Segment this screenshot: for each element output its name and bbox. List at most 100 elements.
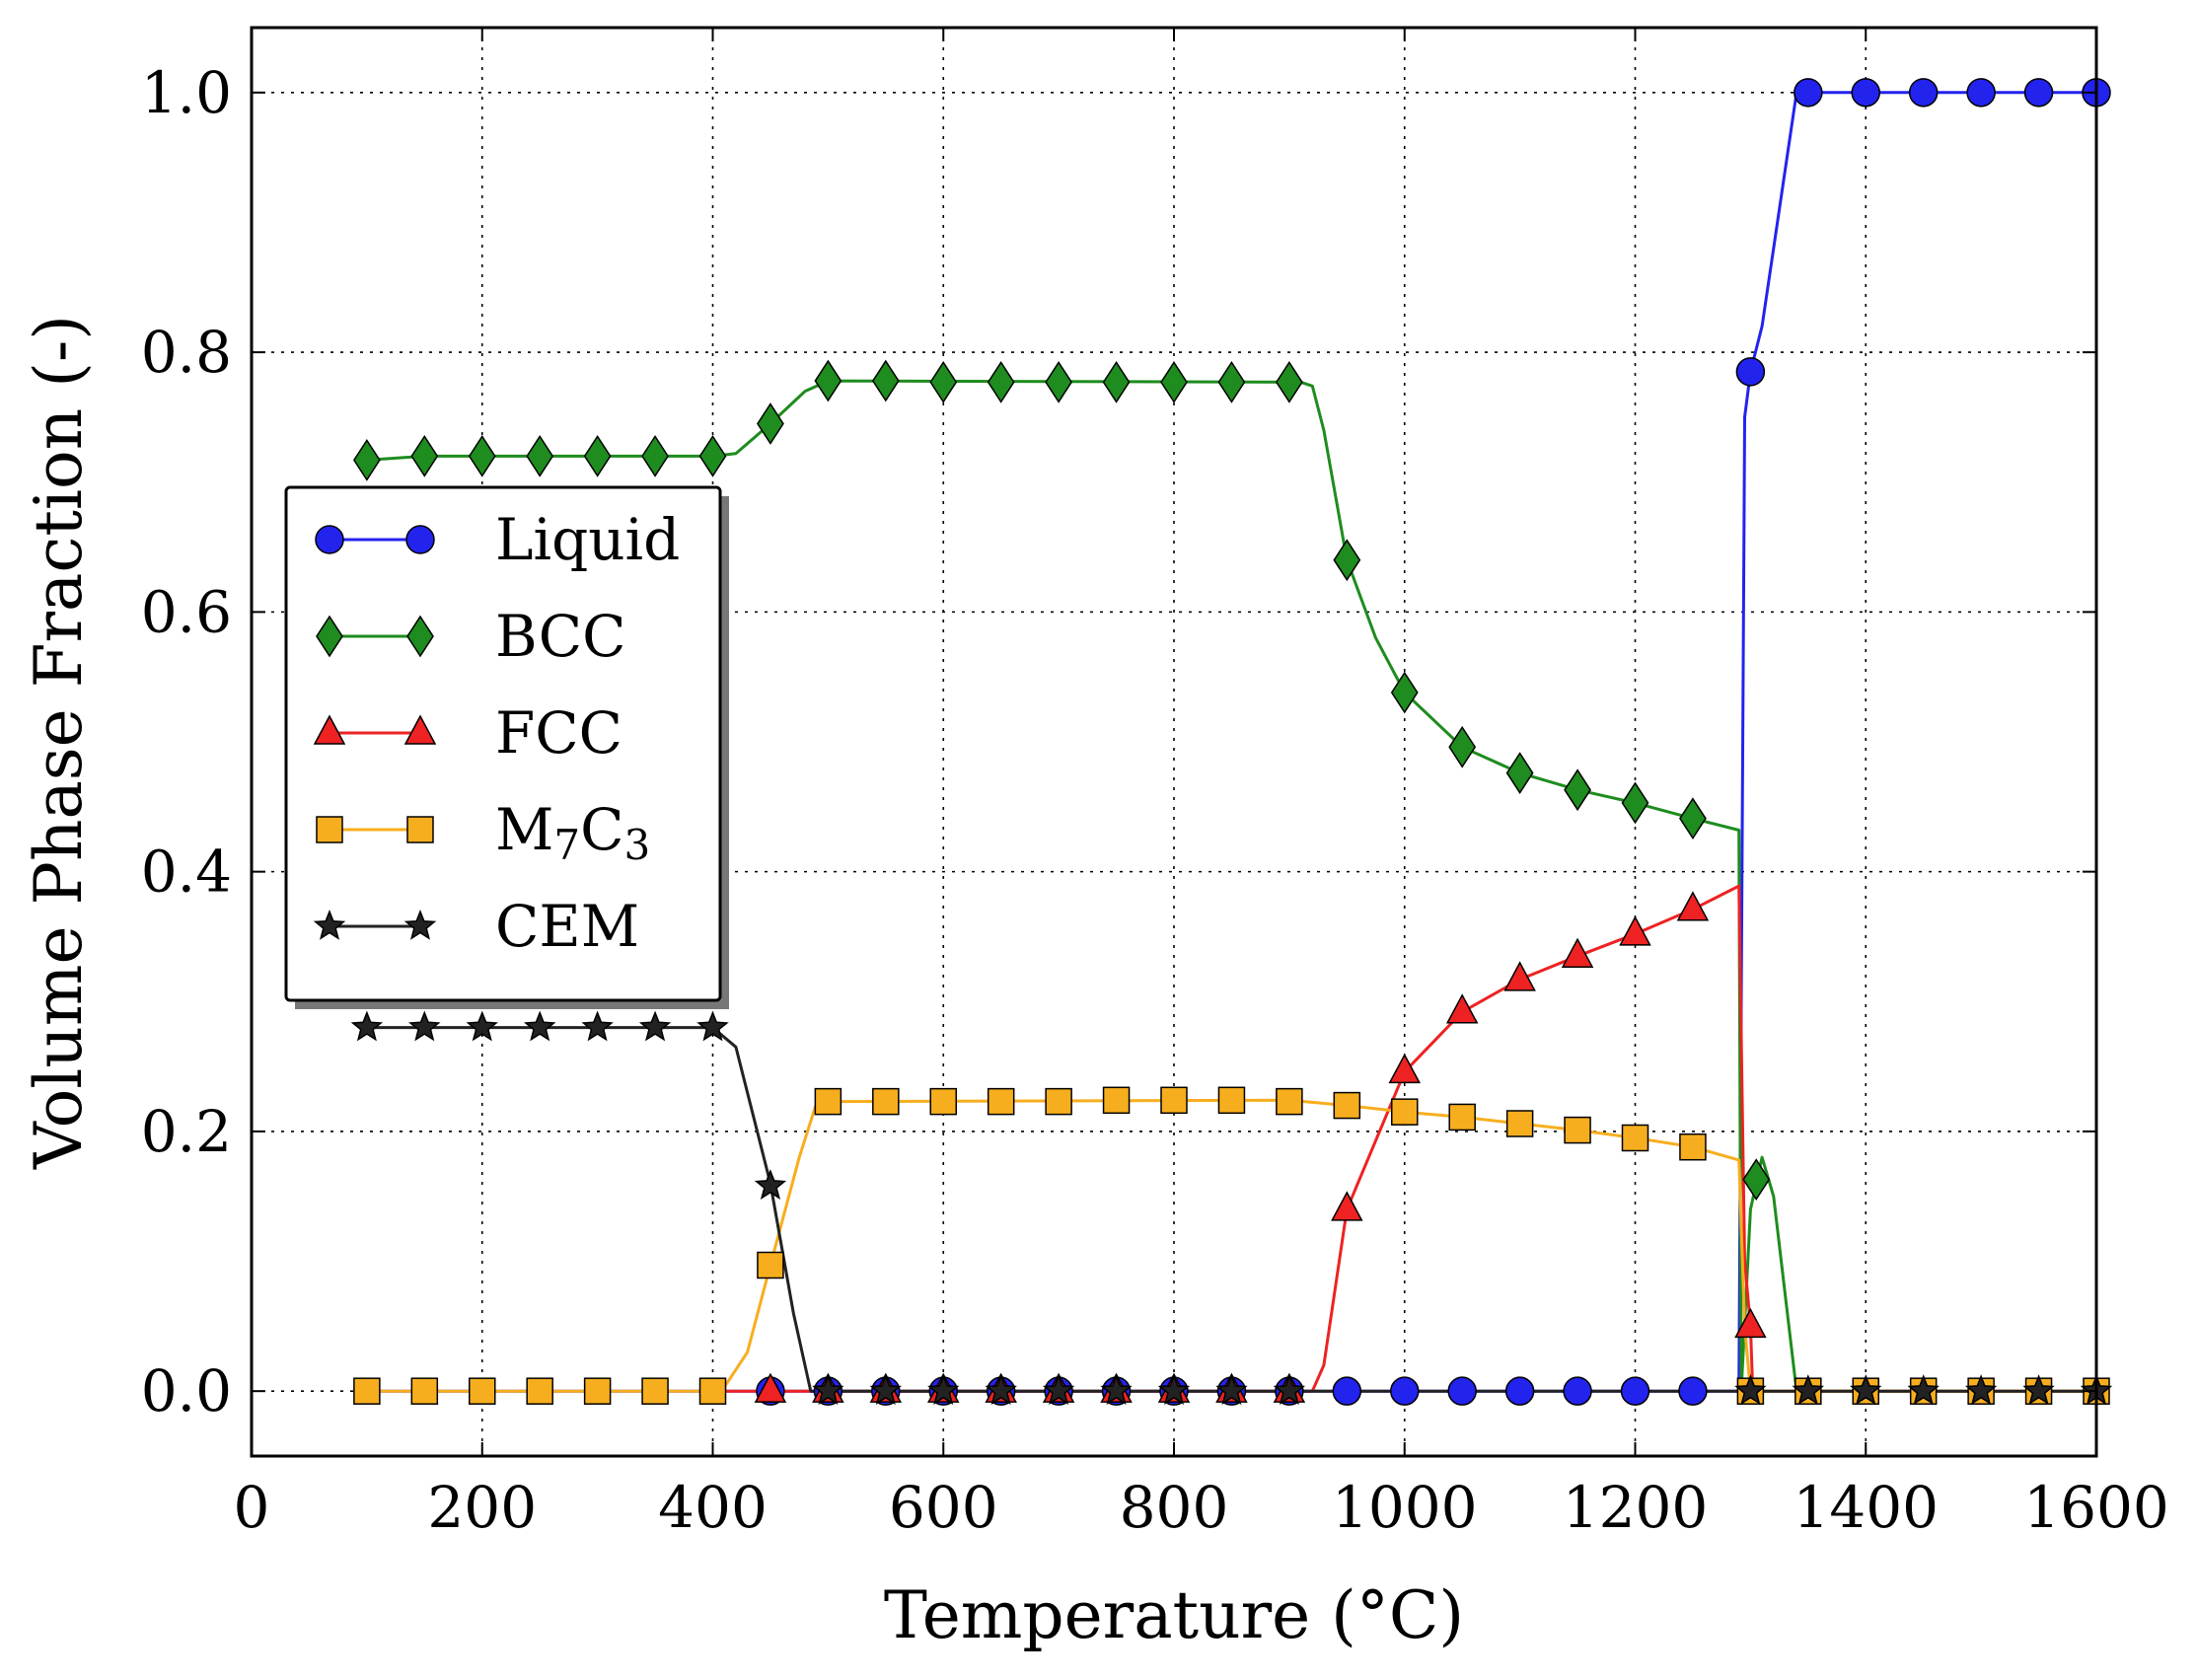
marker-bcc	[1564, 768, 1591, 812]
marker-bcc	[698, 435, 727, 477]
x-tick-label: 1400	[1793, 1474, 1939, 1541]
ticks: 0 200 400 600 800 1000 1200 1400 1600 0.0 0.2 0.4 0.…	[141, 28, 2169, 1541]
legend-label-bcc: BCC	[495, 603, 625, 670]
marker-liquid	[1966, 78, 1996, 108]
marker-liquid	[1504, 1376, 1535, 1406]
marker-cem	[696, 1010, 729, 1042]
marker-m7c3	[1679, 1132, 1707, 1161]
marker-bcc	[871, 359, 900, 402]
legend-marker-cem	[403, 909, 437, 940]
marker-bcc	[1390, 671, 1419, 714]
marker-m7c3	[929, 1087, 957, 1116]
marker-m7c3	[1564, 1116, 1591, 1144]
marker-liquid	[2023, 78, 2054, 108]
legend-marker-m7c3	[406, 816, 434, 843]
marker-fcc	[1676, 891, 1710, 921]
markers-group	[350, 78, 2113, 1406]
x-axis-title: Temperature (°C)	[884, 1577, 1464, 1653]
marker-bcc	[1333, 539, 1361, 582]
y-tick-label: 0.2	[141, 1098, 232, 1165]
marker-cem	[812, 1374, 844, 1405]
marker-cem	[927, 1374, 960, 1405]
marker-cem	[1907, 1374, 1940, 1405]
legend-label-part: 3	[624, 821, 651, 869]
marker-liquid	[1447, 1376, 1477, 1406]
marker-cem	[1215, 1374, 1248, 1405]
marker-m7c3	[814, 1087, 842, 1116]
marker-fcc	[1619, 915, 1651, 946]
marker-m7c3	[526, 1377, 553, 1405]
marker-m7c3	[872, 1087, 900, 1116]
marker-m7c3	[410, 1377, 439, 1405]
marker-bcc	[814, 359, 842, 402]
y-tick-label: 1.0	[141, 59, 232, 126]
marker-cem	[581, 1010, 614, 1042]
marker-bcc	[410, 435, 439, 477]
marker-bcc	[641, 435, 669, 477]
legend-label-part: M	[495, 796, 553, 863]
marker-m7c3	[1045, 1087, 1072, 1116]
marker-liquid	[1563, 1376, 1592, 1406]
marker-m7c3	[987, 1087, 1015, 1116]
marker-bcc	[583, 435, 612, 477]
x-tick-label: 1600	[2023, 1474, 2169, 1541]
marker-fcc	[1561, 937, 1594, 968]
marker-m7c3	[1621, 1124, 1649, 1152]
legend-marker-bcc	[406, 615, 434, 658]
marker-cem	[350, 1010, 384, 1042]
marker-bcc	[1102, 360, 1131, 403]
marker-cem	[408, 1010, 441, 1042]
legend-label-cem: CEM	[495, 893, 639, 960]
legend-marker-fcc	[313, 714, 346, 745]
legend-marker-bcc	[316, 615, 343, 658]
legend-marker-liquid	[405, 525, 435, 554]
y-tick-label: 0.4	[141, 839, 232, 906]
marker-fcc	[1503, 961, 1536, 991]
y-axis-title: Volume Phase Fraction (-)	[21, 315, 97, 1170]
marker-bcc	[1448, 725, 1477, 768]
marker-bcc	[1275, 360, 1303, 403]
legend-label-fcc: FCC	[495, 699, 622, 767]
marker-liquid	[1620, 1376, 1650, 1406]
x-tick-label: 200	[427, 1474, 537, 1541]
marker-cem	[1792, 1374, 1825, 1405]
marker-m7c3	[583, 1377, 612, 1405]
marker-m7c3	[1391, 1098, 1419, 1126]
x-tick-label: 0	[234, 1474, 270, 1541]
marker-bcc	[1217, 360, 1246, 403]
x-tick-label: 1000	[1332, 1474, 1478, 1541]
marker-bcc	[1505, 752, 1534, 794]
y-tick-label: 0.6	[141, 578, 232, 645]
x-tick-label: 600	[889, 1474, 998, 1541]
marker-m7c3	[469, 1377, 496, 1405]
marker-bcc	[1679, 797, 1707, 840]
legend-marker-liquid	[315, 525, 344, 554]
marker-cem	[466, 1010, 498, 1042]
marker-liquid	[1390, 1376, 1420, 1406]
marker-m7c3	[353, 1377, 381, 1405]
marker-fcc	[754, 1372, 787, 1403]
marker-bcc	[1621, 781, 1649, 825]
marker-fcc	[1388, 1053, 1422, 1084]
legend-marker-fcc	[403, 714, 437, 745]
marker-m7c3	[1160, 1086, 1188, 1115]
y-tick-label: 0.0	[141, 1357, 232, 1424]
marker-m7c3	[1102, 1086, 1131, 1115]
marker-cem	[1273, 1374, 1306, 1405]
marker-cem	[1850, 1374, 1882, 1405]
marker-bcc	[987, 360, 1015, 403]
legend: Liquid BCC FCC M7C3 CEM	[284, 485, 729, 1009]
marker-cem	[754, 1169, 787, 1200]
marker-fcc	[1734, 1307, 1767, 1339]
y-tick-label: 0.8	[141, 319, 232, 386]
marker-fcc	[1331, 1191, 1363, 1221]
marker-m7c3	[1448, 1103, 1476, 1132]
marker-cem	[1734, 1374, 1767, 1405]
x-tick-label: 800	[1120, 1474, 1229, 1541]
marker-m7c3	[757, 1251, 784, 1279]
marker-bcc	[929, 360, 958, 403]
marker-m7c3	[698, 1377, 727, 1405]
marker-cem	[1042, 1374, 1075, 1405]
legend-marker-m7c3	[316, 816, 343, 843]
